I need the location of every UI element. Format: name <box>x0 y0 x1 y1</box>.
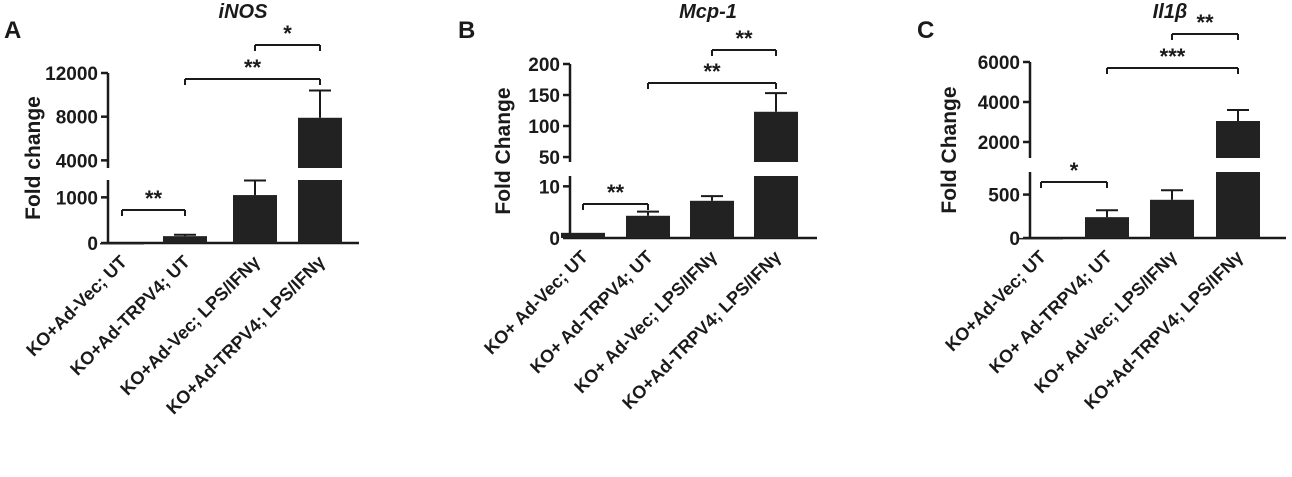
significance-label: * <box>283 21 292 46</box>
category-label: KO+ Ad-TRPV4; UT <box>985 247 1116 378</box>
significance-label: ** <box>244 55 262 80</box>
bar <box>163 236 207 243</box>
category-label: KO+Ad-TRPV4; UT <box>66 252 194 380</box>
bar <box>1216 172 1260 238</box>
bar <box>690 200 734 238</box>
panel-letter: B <box>458 17 475 44</box>
bar <box>298 117 342 168</box>
y-tick-label: 0 <box>549 229 560 250</box>
y-axis-label: Fold change <box>22 96 45 220</box>
y-tick-label: 1000 <box>56 188 98 209</box>
y-tick-label: 2000 <box>978 133 1020 154</box>
y-tick-label: 150 <box>528 86 560 107</box>
bar <box>1216 121 1260 158</box>
y-tick-label: 50 <box>539 148 560 169</box>
bar <box>1019 237 1063 240</box>
bar <box>754 111 798 162</box>
y-tick-label: 0 <box>87 234 98 255</box>
y-tick-label: 0 <box>1009 229 1020 250</box>
significance-label: *** <box>1160 44 1186 69</box>
bar <box>100 242 144 245</box>
panel-title: Il1β <box>1153 1 1188 23</box>
bar <box>298 180 342 243</box>
category-label: KO+ Ad-TRPV4; UT <box>526 247 657 378</box>
significance-label: ** <box>703 59 721 84</box>
bar <box>561 232 605 238</box>
y-tick-label: 6000 <box>978 53 1020 74</box>
y-tick-label: 8000 <box>56 108 98 129</box>
panel-title: Mcp-1 <box>679 1 737 23</box>
panel-letter: A <box>4 17 21 44</box>
panel-letter: C <box>917 17 934 44</box>
bar <box>233 195 277 243</box>
y-tick-label: 500 <box>988 186 1020 207</box>
y-axis-label: Fold Change <box>492 87 515 214</box>
significance-label: * <box>1070 158 1079 183</box>
y-tick-label: 4000 <box>978 93 1020 114</box>
bar <box>754 176 798 238</box>
y-tick-label: 200 <box>528 55 560 76</box>
panel-title: iNOS <box>219 1 269 23</box>
y-tick-label: 10 <box>539 177 560 198</box>
y-tick-label: 100 <box>528 117 560 138</box>
y-axis-label: Fold Change <box>938 86 961 213</box>
y-tick-label: 12000 <box>45 64 98 85</box>
significance-label: ** <box>735 26 753 51</box>
bar <box>1085 217 1129 238</box>
significance-label: ** <box>145 186 163 211</box>
y-tick-label: 4000 <box>56 151 98 172</box>
bar <box>1150 199 1194 238</box>
significance-label: ** <box>1196 10 1214 35</box>
bar <box>626 215 670 238</box>
significance-label: ** <box>607 180 625 205</box>
